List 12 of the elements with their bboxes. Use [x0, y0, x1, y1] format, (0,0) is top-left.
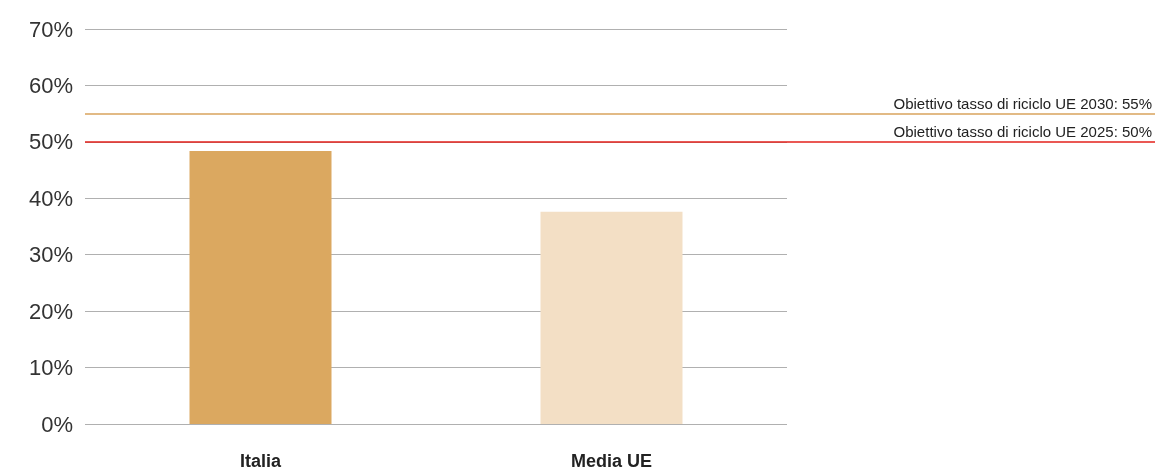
x-tick-label: Italia	[239, 451, 282, 471]
y-tick-label: 50%	[28, 129, 73, 155]
ref-line-label: Obiettivo tasso di riciclo UE 2025: 50%	[893, 122, 1152, 140]
y-tick-label: 70%	[28, 16, 73, 42]
y-tick-label: 10%	[28, 355, 73, 381]
x-tick-label: Media UE	[570, 451, 653, 471]
y-tick-label: 20%	[28, 298, 73, 324]
ref-line-label: Obiettivo tasso di riciclo UE 2030: 55%	[893, 94, 1152, 112]
y-tick-label: 40%	[28, 185, 73, 211]
y-tick-label: 30%	[28, 242, 73, 268]
y-tick-label: 60%	[28, 72, 73, 98]
y-tick-label: 0%	[41, 411, 73, 437]
